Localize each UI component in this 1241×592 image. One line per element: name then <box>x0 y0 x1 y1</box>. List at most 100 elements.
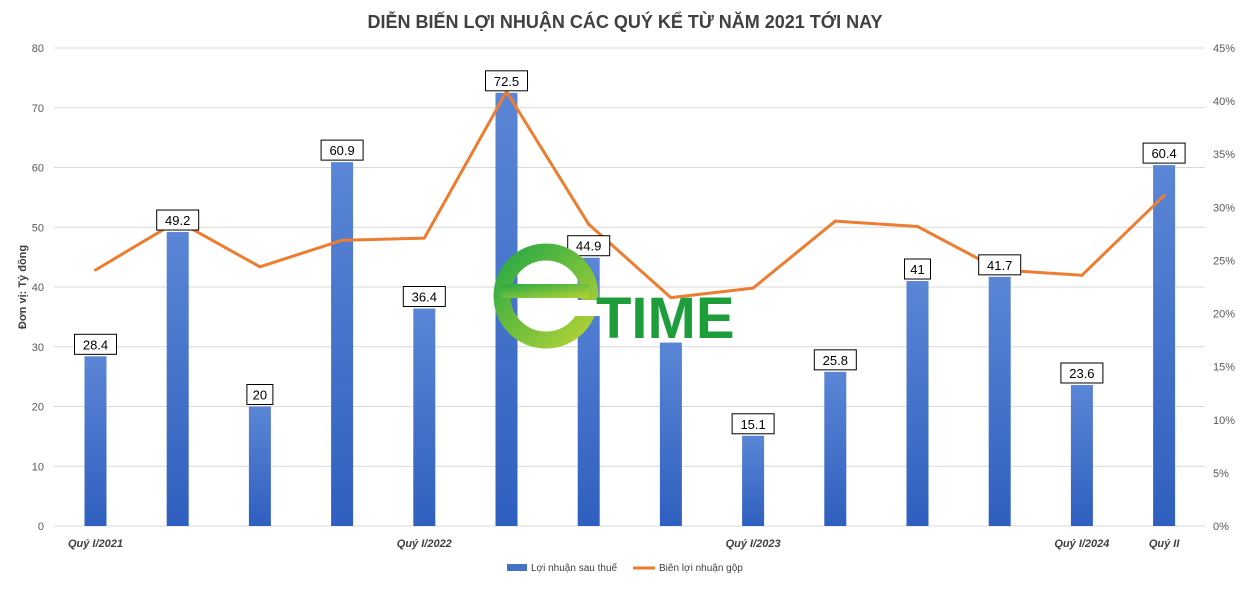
bar <box>248 406 271 526</box>
legend-item-bars: Lợi nhuận sau thuế <box>507 562 618 574</box>
grid-lines <box>54 47 1205 527</box>
data-label-box <box>485 70 528 92</box>
line-point <box>916 224 919 228</box>
data-label-text: 60.9 <box>329 143 354 158</box>
data-label-box <box>813 349 857 371</box>
line-point <box>340 238 344 242</box>
data-label-box <box>320 139 364 161</box>
bar <box>1070 384 1093 526</box>
y-axis-ticks: 0 10 20 30 40 50 60 70 80 <box>32 43 44 533</box>
line-point <box>1080 273 1084 277</box>
data-label-box <box>567 235 611 257</box>
y-tick-label: 70 <box>32 103 44 115</box>
logo-text: TIME <box>596 286 735 351</box>
line-point <box>258 265 262 269</box>
y-tick-label: 40 <box>32 282 44 294</box>
bar <box>1153 165 1176 527</box>
data-label: 44.9 <box>567 235 611 257</box>
bar <box>413 308 436 526</box>
y2-tick-label: 0% <box>1213 521 1229 533</box>
bar-series <box>84 92 1176 527</box>
y2-tick-label: 5% <box>1213 468 1229 480</box>
line-point <box>833 219 837 223</box>
data-label-box <box>1060 362 1104 384</box>
data-label: 36.4 <box>402 286 446 308</box>
data-label-text: 49.2 <box>165 213 190 228</box>
x-tick-label: Quý I/2024 <box>1054 538 1109 550</box>
data-label: 25.8 <box>813 349 857 371</box>
bar <box>906 281 929 526</box>
logo-gap <box>560 300 600 316</box>
data-label: 49.2 <box>156 209 200 231</box>
y-tick-label: 20 <box>32 402 44 414</box>
x-tick-label: Quý II <box>1149 538 1181 550</box>
data-label-text: 15.1 <box>740 417 765 432</box>
y2-tick-label: 15% <box>1213 362 1235 374</box>
data-label-text: 41.7 <box>987 258 1012 273</box>
legend-swatch <box>507 564 527 571</box>
x-tick-label: Quý I/2022 <box>397 538 452 550</box>
y2-tick-label: 10% <box>1213 415 1235 427</box>
line-point <box>669 296 673 300</box>
bar <box>84 356 107 526</box>
y2-tick-label: 45% <box>1213 43 1235 55</box>
y-tick-label: 50 <box>32 222 44 234</box>
data-label: 60.4 <box>1142 142 1186 164</box>
data-label-text: 20 <box>253 388 267 403</box>
x-tick-label: Quý I/2023 <box>726 538 781 550</box>
bar <box>331 162 354 526</box>
y-tick-label: 0 <box>38 521 44 533</box>
data-label-text: 41 <box>910 262 924 277</box>
data-label-box <box>246 384 274 405</box>
data-label: 28.4 <box>74 333 117 355</box>
legend-item-line: Biên lợi nhuận gộp <box>633 563 743 574</box>
line-point <box>422 236 426 240</box>
data-label-box <box>731 413 775 435</box>
data-label-box <box>74 333 117 355</box>
data-label-box <box>904 258 931 280</box>
y2-tick-label: 30% <box>1213 202 1235 214</box>
line-point <box>587 222 591 226</box>
data-label-text: 44.9 <box>576 239 601 254</box>
data-label-text: 60.4 <box>1151 146 1176 161</box>
y2-tick-label: 25% <box>1213 255 1235 267</box>
data-label: 60.9 <box>320 139 364 161</box>
data-label: 20 <box>246 384 274 405</box>
y-tick-label: 10 <box>32 461 44 473</box>
x-tick-label: Quý I/2021 <box>68 538 123 550</box>
y-tick-label: 80 <box>32 43 44 55</box>
data-label: 72.5 <box>485 70 528 92</box>
data-labels: 28.4 49.2 20 60.9 36.4 72.5 44.9 15.1 25.8 41 41.7… <box>74 70 1186 435</box>
legend-label: Lợi nhuận sau thuế <box>531 562 618 574</box>
data-label-box <box>1142 142 1186 164</box>
y-axis-label: Đơn vị: Tỷ đồng <box>17 245 29 329</box>
line-point <box>751 286 755 290</box>
y-tick-label: 30 <box>32 342 44 354</box>
data-label-text: 23.6 <box>1069 366 1094 381</box>
data-label-text: 25.8 <box>823 353 848 368</box>
bar <box>988 276 1011 526</box>
etime-logo: TIME <box>493 243 735 351</box>
legend-label: Biên lợi nhuận gộp <box>659 563 743 574</box>
data-label-text: 36.4 <box>412 290 437 305</box>
bar <box>824 371 847 526</box>
line-point <box>94 268 97 272</box>
data-label-text: 72.5 <box>494 74 519 89</box>
data-label-box <box>978 254 1022 276</box>
y2-tick-label: 40% <box>1213 96 1235 108</box>
line-point <box>1162 194 1166 198</box>
bar <box>659 342 682 526</box>
data-label: 41 <box>904 258 931 280</box>
logo-bar <box>501 284 589 298</box>
y2-tick-label: 20% <box>1213 309 1235 321</box>
y2-axis-ticks: 0% 5% 10% 15% 20% 25% 30% 35% 40% 45% <box>1213 43 1235 533</box>
x-axis-ticks: Quý I/2021 Quý I/2022 Quý I/2023 Quý I/2024… <box>68 538 1180 550</box>
bar <box>166 232 189 526</box>
bar <box>742 435 765 526</box>
data-label-box <box>156 209 200 231</box>
y2-tick-label: 35% <box>1213 149 1235 161</box>
data-label: 15.1 <box>731 413 775 435</box>
y-tick-label: 60 <box>32 163 44 175</box>
